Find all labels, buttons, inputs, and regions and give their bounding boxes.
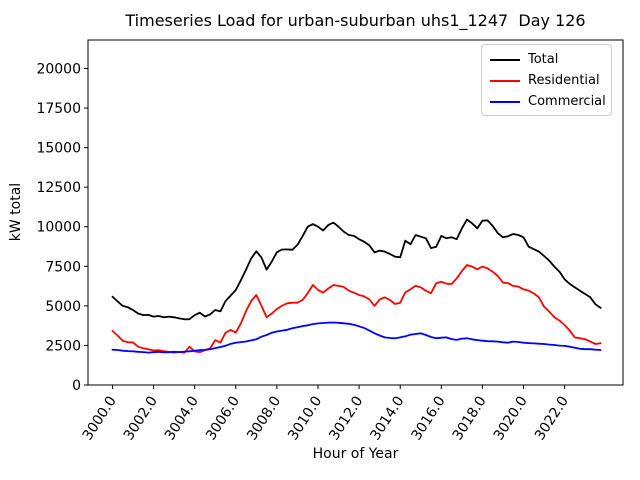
y-tick-label: 12500 <box>36 180 81 196</box>
x-tick-label: 3006.0 <box>203 393 243 443</box>
x-tick-label: 3020.0 <box>491 393 531 443</box>
legend-item-total: Total <box>490 49 611 70</box>
legend-sample-residential-line-icon <box>490 79 520 82</box>
legend-label-residential: Residential <box>528 73 600 88</box>
chart-title: Timeseries Load for urban-suburban uhs1_… <box>125 11 586 30</box>
y-tick-label: 0 <box>72 378 81 394</box>
legend-label-commercial: Commercial <box>528 94 606 109</box>
x-axis-label: Hour of Year <box>312 446 399 462</box>
x-tick-label: 3018.0 <box>450 393 490 443</box>
y-tick-label: 2500 <box>45 338 81 354</box>
legend-sample-commercial-line-icon <box>490 100 520 103</box>
x-tick-label: 3010.0 <box>285 393 325 443</box>
axes-border <box>87 39 624 386</box>
legend-sample-total-line-icon <box>490 58 520 61</box>
x-tick-label: 3004.0 <box>162 393 202 443</box>
x-tick-label: 3000.0 <box>80 393 120 443</box>
legend: Total Residential Commercial <box>481 44 612 116</box>
x-tick-label: 3014.0 <box>367 393 407 443</box>
legend-item-commercial: Commercial <box>490 91 611 112</box>
x-tick-label: 3016.0 <box>409 393 449 443</box>
y-tick-label: 20000 <box>36 61 81 77</box>
y-tick-label: 10000 <box>36 220 81 236</box>
x-tick-label: 3012.0 <box>326 393 366 443</box>
y-tick-label: 7500 <box>45 259 81 275</box>
legend-label-total: Total <box>528 52 559 67</box>
y-tick-label: 17500 <box>36 101 81 117</box>
series-commercial-line <box>111 321 602 354</box>
y-tick-label: 15000 <box>36 141 81 157</box>
x-tick-label: 3002.0 <box>121 393 161 443</box>
legend-item-residential: Residential <box>490 70 611 91</box>
series-residential-line <box>111 264 602 354</box>
y-tick-label: 5000 <box>45 299 81 315</box>
x-tick-label: 3008.0 <box>244 393 284 443</box>
series-total-line <box>111 218 602 321</box>
y-axis-label: kW total <box>8 182 24 242</box>
x-tick-label: 3022.0 <box>532 393 572 443</box>
